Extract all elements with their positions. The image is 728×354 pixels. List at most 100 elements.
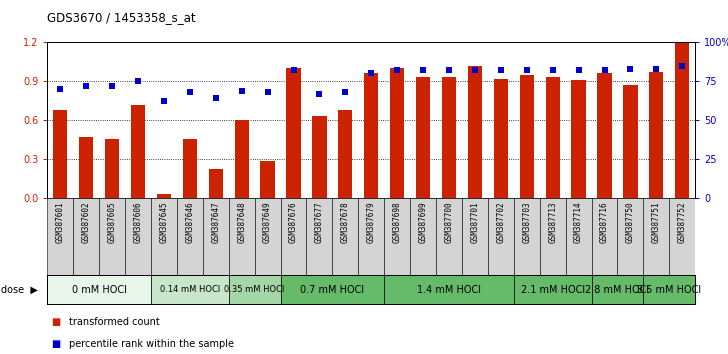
Text: GSM387716: GSM387716 <box>600 201 609 243</box>
Text: GSM387676: GSM387676 <box>289 201 298 243</box>
Point <box>314 91 325 97</box>
Text: GSM387645: GSM387645 <box>159 201 168 243</box>
Bar <box>514 275 592 304</box>
Bar <box>306 198 333 275</box>
Point <box>288 68 299 73</box>
Bar <box>617 198 644 275</box>
Bar <box>53 110 68 198</box>
Text: 3.5 mM HOCl: 3.5 mM HOCl <box>637 285 701 295</box>
Text: GSM387648: GSM387648 <box>237 201 246 243</box>
Bar <box>261 161 274 198</box>
Bar <box>203 198 229 275</box>
Text: 0.14 mM HOCl: 0.14 mM HOCl <box>159 285 220 295</box>
Point <box>365 71 377 76</box>
Text: GSM387606: GSM387606 <box>133 201 143 243</box>
Bar <box>442 78 456 198</box>
Text: GSM387677: GSM387677 <box>315 201 324 243</box>
Point <box>495 68 507 73</box>
Bar <box>416 78 430 198</box>
Text: 0 mM HOCl: 0 mM HOCl <box>72 285 127 295</box>
Bar <box>99 198 125 275</box>
Text: GDS3670 / 1453358_s_at: GDS3670 / 1453358_s_at <box>47 11 196 24</box>
Bar <box>131 104 145 198</box>
Bar <box>280 198 306 275</box>
Point <box>158 98 170 104</box>
Point <box>236 88 248 93</box>
Text: dose  ▶: dose ▶ <box>1 285 38 295</box>
Point <box>339 89 351 95</box>
Text: GSM387701: GSM387701 <box>470 201 480 243</box>
Text: GSM387698: GSM387698 <box>392 201 402 243</box>
Point <box>210 96 221 101</box>
Bar <box>468 66 482 198</box>
Bar <box>47 275 151 304</box>
Bar <box>494 79 508 198</box>
Point <box>573 68 585 73</box>
Bar <box>623 85 638 198</box>
Text: 1.4 mM HOCl: 1.4 mM HOCl <box>417 285 481 295</box>
Text: GSM387703: GSM387703 <box>522 201 531 243</box>
Bar <box>364 74 379 198</box>
Point <box>417 68 429 73</box>
Text: 2.1 mM HOCl: 2.1 mM HOCl <box>521 285 585 295</box>
Bar <box>675 42 689 198</box>
Bar <box>436 198 462 275</box>
Bar <box>234 120 249 198</box>
Bar <box>286 68 301 198</box>
Point <box>106 83 118 89</box>
Bar <box>539 198 566 275</box>
Bar <box>598 74 612 198</box>
Bar <box>566 198 592 275</box>
Text: GSM387751: GSM387751 <box>652 201 661 243</box>
Point <box>55 86 66 92</box>
Bar <box>592 275 644 304</box>
Text: ■: ■ <box>51 317 60 327</box>
Text: 0.35 mM HOCl: 0.35 mM HOCl <box>224 285 285 295</box>
Text: GSM387646: GSM387646 <box>186 201 194 243</box>
Bar <box>520 75 534 198</box>
Bar <box>74 198 99 275</box>
Bar <box>644 198 669 275</box>
Bar <box>644 275 695 304</box>
Point <box>547 68 558 73</box>
Bar <box>339 110 352 198</box>
Bar <box>280 275 384 304</box>
Text: transformed count: transformed count <box>69 317 160 327</box>
Bar <box>514 198 539 275</box>
Text: GSM387649: GSM387649 <box>263 201 272 243</box>
Point <box>598 68 610 73</box>
Bar <box>545 78 560 198</box>
Point <box>80 83 92 89</box>
Text: GSM387700: GSM387700 <box>445 201 454 243</box>
Bar <box>410 198 436 275</box>
Bar <box>229 198 255 275</box>
Text: GSM387699: GSM387699 <box>419 201 427 243</box>
Bar <box>384 198 410 275</box>
Bar <box>649 72 663 198</box>
Bar <box>79 137 93 198</box>
Bar <box>592 198 617 275</box>
Text: GSM387678: GSM387678 <box>341 201 350 243</box>
Text: GSM387752: GSM387752 <box>678 201 687 243</box>
Point <box>625 66 636 72</box>
Bar <box>571 80 586 198</box>
Bar <box>151 198 177 275</box>
Bar <box>358 198 384 275</box>
Bar <box>157 194 171 198</box>
Text: GSM387714: GSM387714 <box>574 201 583 243</box>
Text: ■: ■ <box>51 339 60 349</box>
Bar <box>125 198 151 275</box>
Bar <box>183 139 197 198</box>
Point <box>262 89 274 95</box>
Bar <box>669 198 695 275</box>
Bar <box>209 169 223 198</box>
Bar <box>105 139 119 198</box>
Bar <box>462 198 488 275</box>
Bar <box>312 116 327 198</box>
Bar <box>151 275 229 304</box>
Text: GSM387713: GSM387713 <box>548 201 557 243</box>
Bar <box>488 198 514 275</box>
Bar <box>229 275 280 304</box>
Point <box>132 79 144 84</box>
Point <box>392 68 403 73</box>
